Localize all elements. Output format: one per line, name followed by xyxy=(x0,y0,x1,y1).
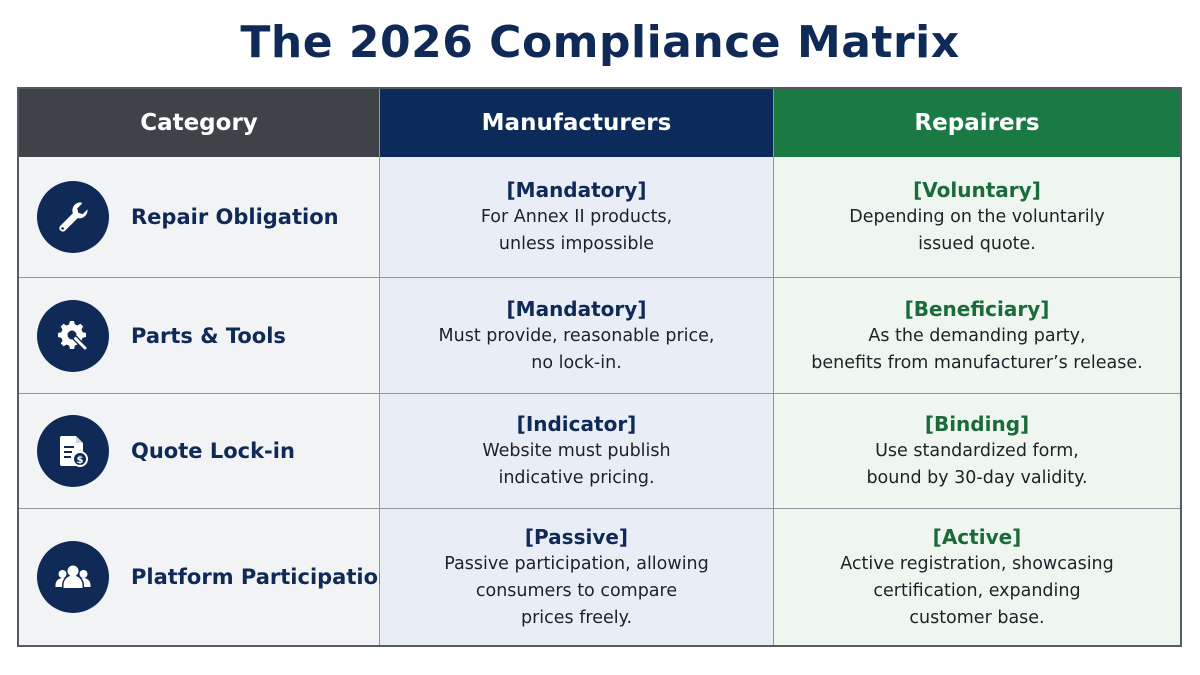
wrench-icon xyxy=(37,181,109,253)
users-icon xyxy=(37,541,109,613)
repairers-description-line: Active registration, showcasing xyxy=(840,553,1114,574)
document-dollar-icon: $ xyxy=(37,415,109,487)
manufacturers-description-line: consumers to compare xyxy=(475,580,678,601)
repairers-description-line: Depending on the voluntarily xyxy=(849,207,1105,227)
manufacturers-cell-repair-obligation: [Mandatory] For Annex II products, unles… xyxy=(380,157,774,278)
page-title: The 2026 Compliance Matrix xyxy=(240,17,960,68)
svg-text:$: $ xyxy=(77,455,84,466)
category-label: Quote Lock-in xyxy=(131,439,295,463)
category-label: Parts & Tools xyxy=(131,323,286,348)
category-cell-platform-participation: Platform Participation xyxy=(19,509,393,645)
manufacturers-tag: [Mandatory] xyxy=(506,296,647,321)
category-label: Platform Participation xyxy=(131,565,393,589)
repairers-tag: [Beneficiary] xyxy=(904,296,1050,321)
manufacturers-cell-platform-participation: [Passive] Passive participation, allowin… xyxy=(380,509,774,645)
manufacturers-description-line: unless impossible xyxy=(498,234,655,254)
column-header-manufacturers: Manufacturers xyxy=(380,89,774,157)
manufacturers-description-line: For Annex II products, xyxy=(480,207,673,227)
repairers-cell-parts-tools: [Beneficiary] As the demanding party, be… xyxy=(774,278,1180,394)
manufacturers-description-line: prices freely. xyxy=(520,607,633,628)
repairers-description-line: customer base. xyxy=(909,607,1045,628)
repairers-tag: [Binding] xyxy=(924,412,1030,436)
repairers-description-line: certification, expanding xyxy=(873,580,1081,601)
repairers-cell-quote-lock-in: [Binding] Use standardized form, bound b… xyxy=(774,394,1180,509)
manufacturers-tag: [Mandatory] xyxy=(506,178,647,202)
manufacturers-tag: [Passive] xyxy=(524,524,629,549)
category-cell-parts-tools: Parts & Tools xyxy=(19,278,380,394)
manufacturers-description-line: indicative pricing. xyxy=(498,468,655,488)
repairers-tag: [Voluntary] xyxy=(913,178,1041,202)
repairers-description-line: bound by 30-day validity. xyxy=(866,468,1088,488)
column-header-category: Category xyxy=(19,89,380,157)
manufacturers-tag: [Indicator] xyxy=(516,412,637,436)
manufacturers-description-line: Must provide, reasonable price, xyxy=(438,325,715,346)
manufacturers-description-line: Website must publish xyxy=(482,441,671,461)
category-cell-quote-lock-in: $ Quote Lock-in xyxy=(19,394,380,509)
manufacturers-description-line: no lock-in. xyxy=(531,352,622,373)
gear-wrench-icon xyxy=(37,299,109,372)
manufacturers-description-line: Passive participation, allowing xyxy=(444,553,709,574)
column-header-repairers: Repairers xyxy=(774,89,1180,157)
category-cell-repair-obligation: Repair Obligation xyxy=(19,157,380,278)
repairers-tag: [Active] xyxy=(932,524,1022,549)
category-label: Repair Obligation xyxy=(131,205,339,229)
repairers-description-line: benefits from manufacturer’s release. xyxy=(811,352,1143,373)
repairers-description-line: Use standardized form, xyxy=(875,441,1079,461)
manufacturers-cell-quote-lock-in: [Indicator] Website must publish indicat… xyxy=(380,394,774,509)
repairers-cell-repair-obligation: [Voluntary] Depending on the voluntarily… xyxy=(774,157,1180,278)
repairers-description-line: issued quote. xyxy=(918,234,1036,254)
compliance-matrix-table: Category Manufacturers Repairers Repair … xyxy=(17,87,1182,647)
repairers-description-line: As the demanding party, xyxy=(868,325,1086,346)
manufacturers-cell-parts-tools: [Mandatory] Must provide, reasonable pri… xyxy=(380,278,774,394)
repairers-cell-platform-participation: [Active] Active registration, showcasing… xyxy=(774,509,1180,645)
